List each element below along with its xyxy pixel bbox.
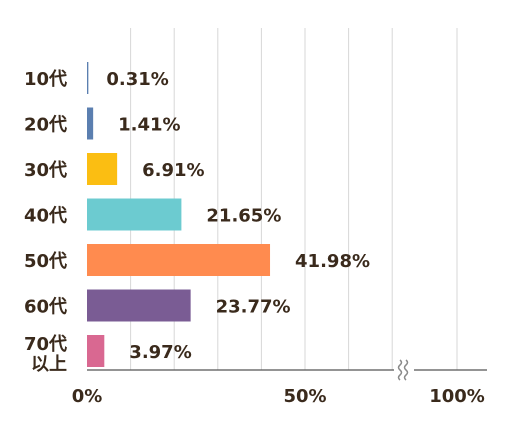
value-label: 21.65% — [206, 206, 281, 227]
category-label: 40代 — [24, 206, 67, 227]
x-tick-label: 50% — [283, 386, 326, 407]
category-label: 30代 — [24, 160, 67, 181]
category-label: 以上 — [31, 354, 67, 375]
x-axis — [87, 359, 487, 381]
value-label: 41.98% — [295, 251, 370, 272]
value-label: 3.97% — [129, 342, 191, 363]
bar — [87, 153, 118, 185]
axis-break-line — [397, 359, 403, 381]
bar — [87, 107, 94, 140]
category-label: 10代 — [24, 69, 67, 90]
bar — [87, 62, 89, 94]
category-label: 60代 — [24, 297, 67, 318]
grid-lines — [130, 28, 458, 370]
x-tick-labels: 0% 50% 100% — [72, 386, 485, 407]
bars — [87, 62, 271, 367]
bar — [87, 289, 191, 322]
category-label: 20代 — [24, 115, 67, 136]
category-label: 70代 — [24, 334, 67, 355]
value-label: 1.41% — [118, 115, 180, 136]
bar — [87, 198, 182, 231]
value-label: 0.31% — [106, 69, 168, 90]
x-tick-label: 0% — [72, 386, 103, 407]
axis-break-mark — [397, 359, 409, 381]
axis-break-line — [403, 359, 409, 381]
bar — [87, 335, 105, 367]
x-tick-label: 100% — [429, 386, 485, 407]
value-labels: 0.31% 1.41% 6.91% 21.65% 41.98% 23.77% 3.97% — [106, 69, 370, 363]
value-label: 6.91% — [142, 160, 204, 181]
category-label: 50代 — [24, 251, 67, 272]
value-label: 23.77% — [216, 297, 291, 318]
bar — [87, 244, 271, 276]
